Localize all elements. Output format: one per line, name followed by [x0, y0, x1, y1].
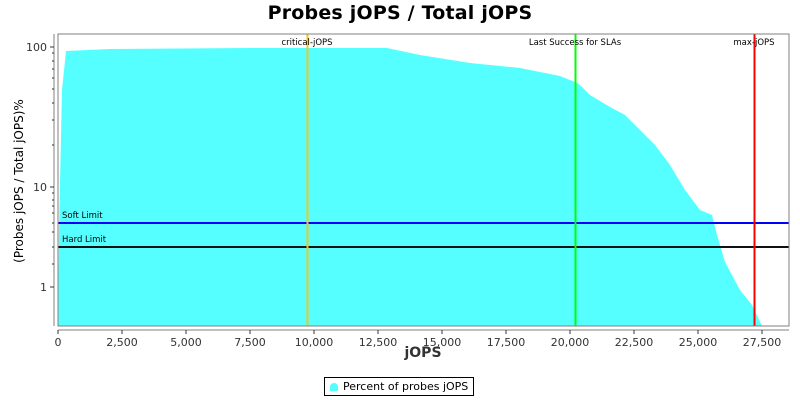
y-tick-100: 100 — [26, 41, 47, 54]
x-tick-25000: 25,000 — [679, 336, 718, 349]
x-tick-10000: 10,000 — [295, 336, 334, 349]
max-jops-label: max-jOPS — [733, 38, 774, 48]
x-tick-27500: 27,500 — [743, 336, 782, 349]
last-success-label: Last Success for SLAs — [529, 38, 622, 48]
x-axis-ticks — [57, 330, 763, 334]
x-axis-label: jOPS — [404, 345, 442, 361]
chart-title: Probes jOPS / Total jOPS — [267, 2, 533, 24]
x-tick-15000: 15,000 — [423, 336, 462, 349]
x-tick-0: 0 — [55, 336, 62, 349]
legend-swatch-icon — [330, 382, 338, 391]
plot-border — [57, 33, 790, 327]
x-tick-5000: 5,000 — [170, 336, 202, 349]
x-tick-17500: 17,500 — [487, 336, 526, 349]
x-tick-22500: 22,500 — [615, 336, 654, 349]
y-axis-ticks — [50, 46, 54, 288]
x-tick-2500: 2,500 — [106, 336, 138, 349]
legend-label: Percent of probes jOPS — [343, 380, 469, 393]
x-tick-7500: 7,500 — [234, 336, 266, 349]
y-tick-10: 10 — [33, 181, 47, 194]
x-tick-12500: 12,500 — [359, 336, 398, 349]
y-tick-1: 1 — [40, 281, 47, 294]
series-area-percent-probes — [58, 48, 762, 326]
legend: Percent of probes jOPS — [324, 377, 474, 396]
soft-limit-label: Soft Limit — [62, 211, 103, 221]
hard-limit-label: Hard Limit — [62, 235, 107, 245]
critical-jops-label: critical-jOPS — [281, 38, 332, 48]
x-tick-20000: 20,000 — [551, 336, 590, 349]
